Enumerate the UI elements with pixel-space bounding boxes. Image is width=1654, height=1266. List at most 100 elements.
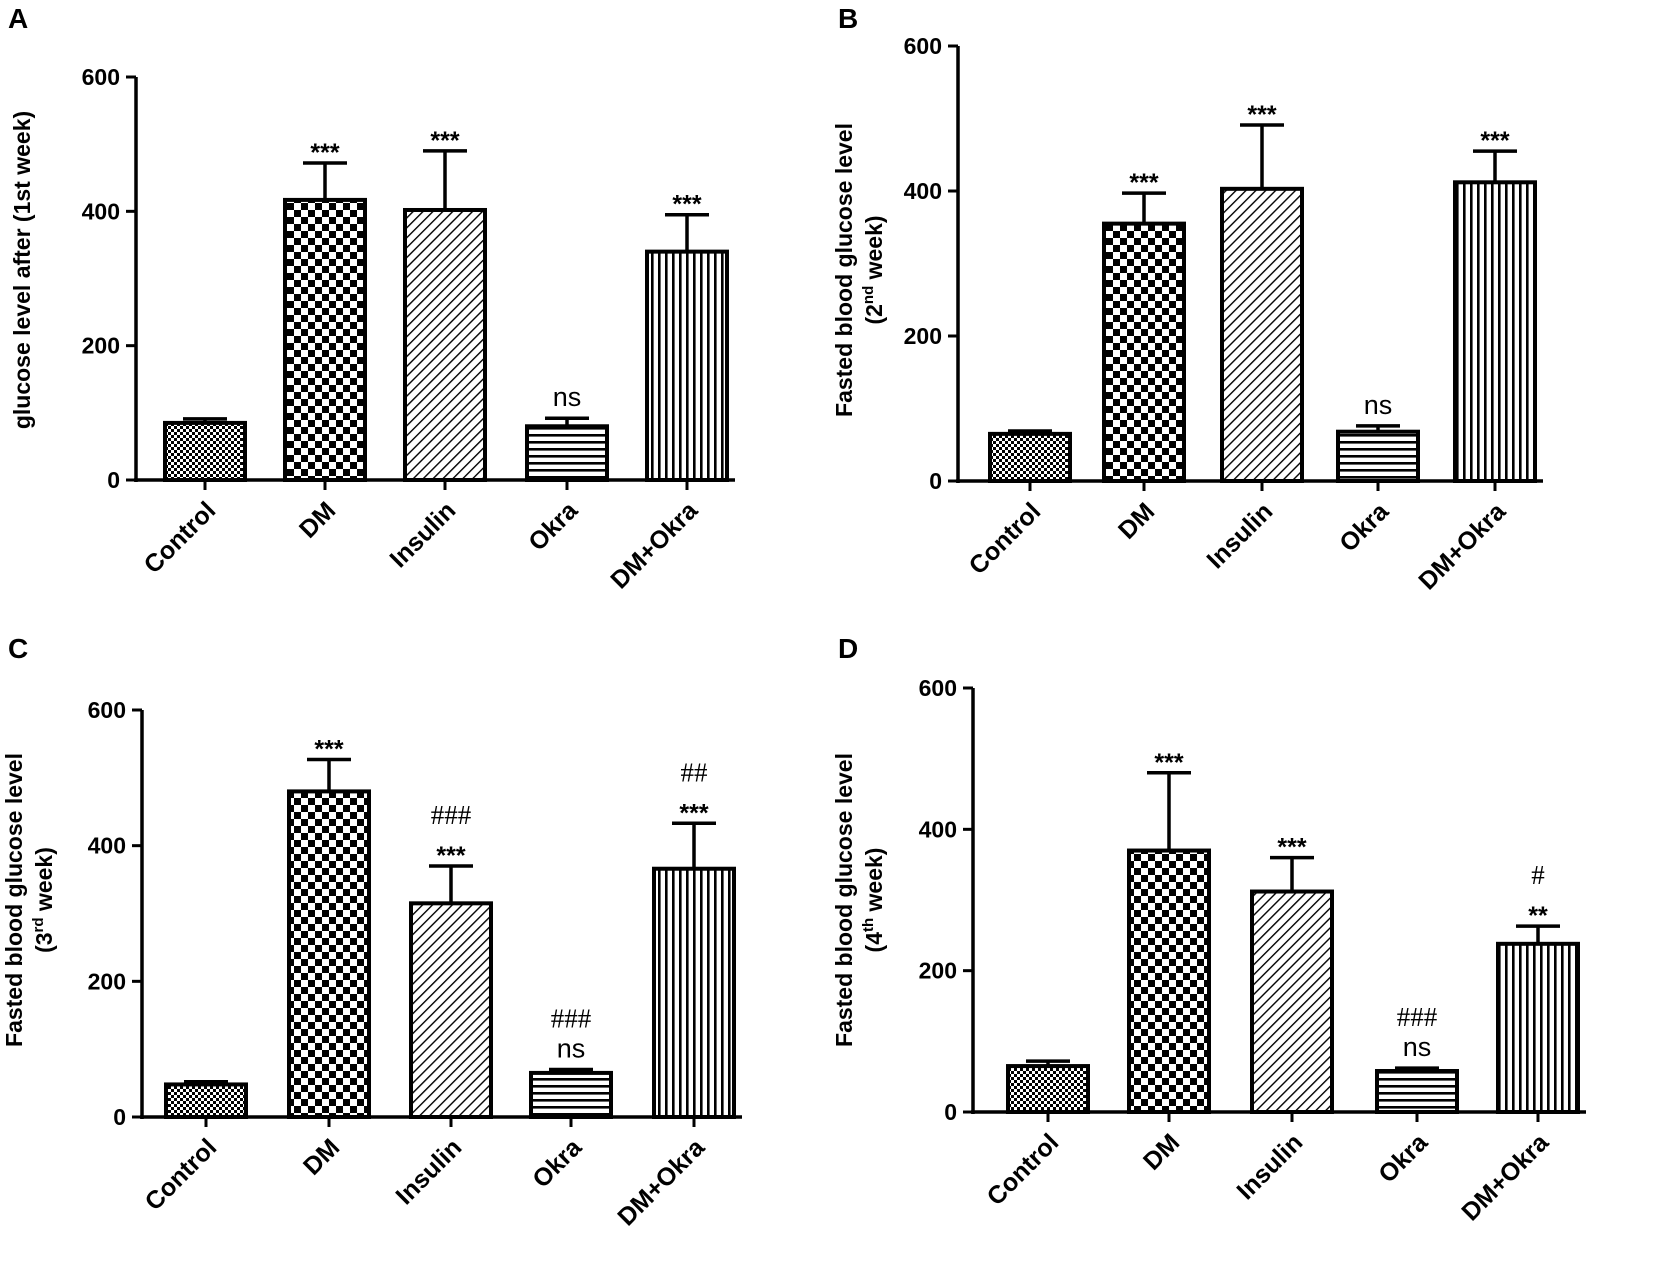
panel-a-annotation-okra: ns [553, 382, 582, 412]
panel-b-x-tick-label-insulin: Insulin [1201, 497, 1278, 574]
panel-a-y-tick-label: 200 [82, 333, 120, 359]
panel-d-y-tick-label: 200 [919, 958, 957, 984]
panel-b-bar-dm [1102, 221, 1186, 483]
panel-b-y-tick-label: 600 [904, 33, 942, 59]
panel-d-x-tick-label-dm-okra: DM+Okra [1456, 1128, 1555, 1227]
panel-a-bar-control [163, 420, 247, 482]
panel-a-annotation-dm: *** [310, 139, 339, 167]
panel-a-x-tick-label-insulin: Insulin [384, 496, 461, 573]
panel-c-y-tick-label: 400 [88, 833, 126, 859]
panel-b-x-tick-label-control: Control [964, 497, 1047, 580]
panel-a-bar-insulin [403, 207, 487, 483]
panel-a-annotation-dm-okra: *** [672, 191, 701, 219]
panel-c-y-axis-label-line1: Fasted blood glucose level [1, 753, 27, 1047]
panel-c-annotation-insulin: *** [436, 842, 465, 870]
panel-c-x-tick-label-control: Control [140, 1133, 223, 1216]
panel-d-x-tick-label-dm: DM [1138, 1128, 1185, 1175]
panel-b-y-tick-label: 400 [904, 178, 942, 204]
panel-a-x-tick-label-dm-okra: DM+Okra [605, 496, 704, 595]
panel-a-chart: A 0 200 400 600 glucose level after (1st week… [8, 3, 735, 594]
panel-c-annotation-okra: ns [557, 1034, 586, 1064]
panel-c-x-tick-label-okra: Okra [527, 1133, 588, 1194]
panel-b-y-axis-label-line2: (2 [861, 304, 887, 324]
panel-b-y-tick-label: 200 [904, 323, 942, 349]
panel-b-x-tick-label-okra: Okra [1334, 497, 1395, 558]
panel-d-bar-dm-okra [1496, 941, 1580, 1115]
panel-d-chart: D 0 200 400 600 Fasted blood glucose level (4t… [831, 633, 1586, 1226]
panel-c-y-tick-label: 200 [88, 968, 126, 994]
panel-c-y-axis-label: Fasted blood glucose level (3rd week) [1, 753, 57, 1047]
panel-d-y-axis-label: Fasted blood glucose level (4th week) [831, 753, 887, 1047]
panel-b-bar-insulin [1220, 186, 1304, 483]
panel-b-bar-okra [1336, 429, 1420, 484]
panel-c-x-tick-label-dm-okra: DM+Okra [612, 1133, 711, 1232]
panel-b-x-tick-label-dm-okra: DM+Okra [1413, 497, 1512, 596]
panel-c-chart: C 0 200 400 600 Fasted blood glucose level (3r… [1, 633, 742, 1231]
panel-a-y-tick-label: 400 [82, 198, 120, 224]
panel-a-x-tick-label-okra: Okra [523, 496, 584, 557]
panel-b-annotation-dm-okra: *** [1480, 127, 1509, 155]
panel-c-bar-insulin [409, 901, 493, 1120]
panel-d-y-axis-label-rest: week) [861, 848, 887, 918]
panel-d-letter: D [838, 633, 858, 664]
panel-d-y-axis-label-line2: (4 [861, 932, 887, 953]
panel-a-y-axis-label: glucose level after (1st week) [9, 111, 35, 429]
panel-a-bar-okra [525, 424, 609, 482]
panel-a-letter: A [8, 3, 28, 34]
panel-b-y-axis-label: Fasted blood glucose level (2nd week) [831, 123, 887, 417]
panel-b-bar-control [988, 431, 1072, 483]
panel-c-x-tick-label-dm: DM [298, 1133, 345, 1180]
panel-a-y-tick-label: 0 [107, 467, 120, 493]
panel-d-bar-dm [1127, 848, 1211, 1114]
panel-b-letter: B [838, 3, 858, 34]
panel-c-x-tick-label-insulin: Insulin [390, 1133, 467, 1210]
panel-b-bar-dm-okra [1453, 180, 1537, 484]
panel-b-annotation-insulin: *** [1247, 101, 1276, 129]
panel-c-bar-okra [529, 1070, 613, 1119]
panel-a-y-tick-label: 600 [82, 64, 120, 90]
panel-d-y-axis-label-sup: th [860, 918, 877, 932]
panel-d-bar-okra [1375, 1069, 1459, 1114]
panel-b-y-axis-label-line1: Fasted blood glucose level [831, 123, 857, 417]
panel-c-annotation-dm-okra: *** [679, 799, 708, 827]
panel-d-y-tick-label: 400 [919, 816, 957, 842]
panel-a-bar-dm [283, 197, 367, 482]
panel-d-annotation-okra: ### [1397, 1002, 1438, 1032]
panel-b-y-tick-label: 0 [929, 468, 942, 494]
panel-c-y-axis-label-sup: rd [30, 917, 47, 932]
panel-d-bar-insulin [1250, 889, 1334, 1115]
panel-c-letter: C [8, 633, 28, 664]
panel-d-x-tick-label-insulin: Insulin [1231, 1128, 1308, 1205]
panel-d-annotation-dm-okra: # [1531, 860, 1545, 890]
panel-d-y-tick-label: 600 [919, 675, 957, 701]
panel-c-y-tick-label: 600 [88, 697, 126, 723]
panel-b-annotation-okra: ns [1364, 390, 1393, 420]
panel-c-bar-control [164, 1082, 248, 1119]
panel-a-x-tick-label-control: Control [139, 496, 222, 579]
panel-a-bar-dm-okra [645, 249, 729, 482]
panel-d-x-tick-label-okra: Okra [1373, 1128, 1434, 1189]
panel-c-annotation-okra: ### [551, 1004, 592, 1034]
panel-d-annotation-insulin: *** [1277, 834, 1306, 862]
panel-d-annotation-okra: ns [1403, 1032, 1432, 1062]
panel-d-x-tick-label-control: Control [982, 1128, 1065, 1211]
panel-c-y-tick-label: 0 [113, 1104, 126, 1130]
panel-c-annotation-insulin: ### [431, 800, 472, 830]
panel-a-annotation-insulin: *** [430, 127, 459, 155]
panel-b-x-tick-label-dm: DM [1113, 497, 1160, 544]
panel-a-x-tick-label-dm: DM [294, 496, 341, 543]
panel-c-bar-dm-okra [652, 866, 736, 1119]
panel-c-y-axis-label-rest: week) [31, 847, 57, 917]
panel-b-y-axis-label-rest: week) [861, 215, 887, 285]
panel-d-annotation-dm: *** [1154, 749, 1183, 777]
panel-d-bar-control [1006, 1064, 1090, 1114]
panel-b-y-axis-label-sup: nd [860, 286, 877, 304]
panel-c-annotation-dm-okra: ## [681, 757, 709, 787]
panel-b-annotation-dm: *** [1129, 169, 1158, 197]
panel-d-y-tick-label: 0 [944, 1099, 957, 1125]
panel-d-annotation-dm-okra: ** [1528, 902, 1548, 930]
panel-c-annotation-dm: *** [314, 736, 343, 764]
panel-c-y-axis-label-line2: (3 [31, 932, 57, 952]
